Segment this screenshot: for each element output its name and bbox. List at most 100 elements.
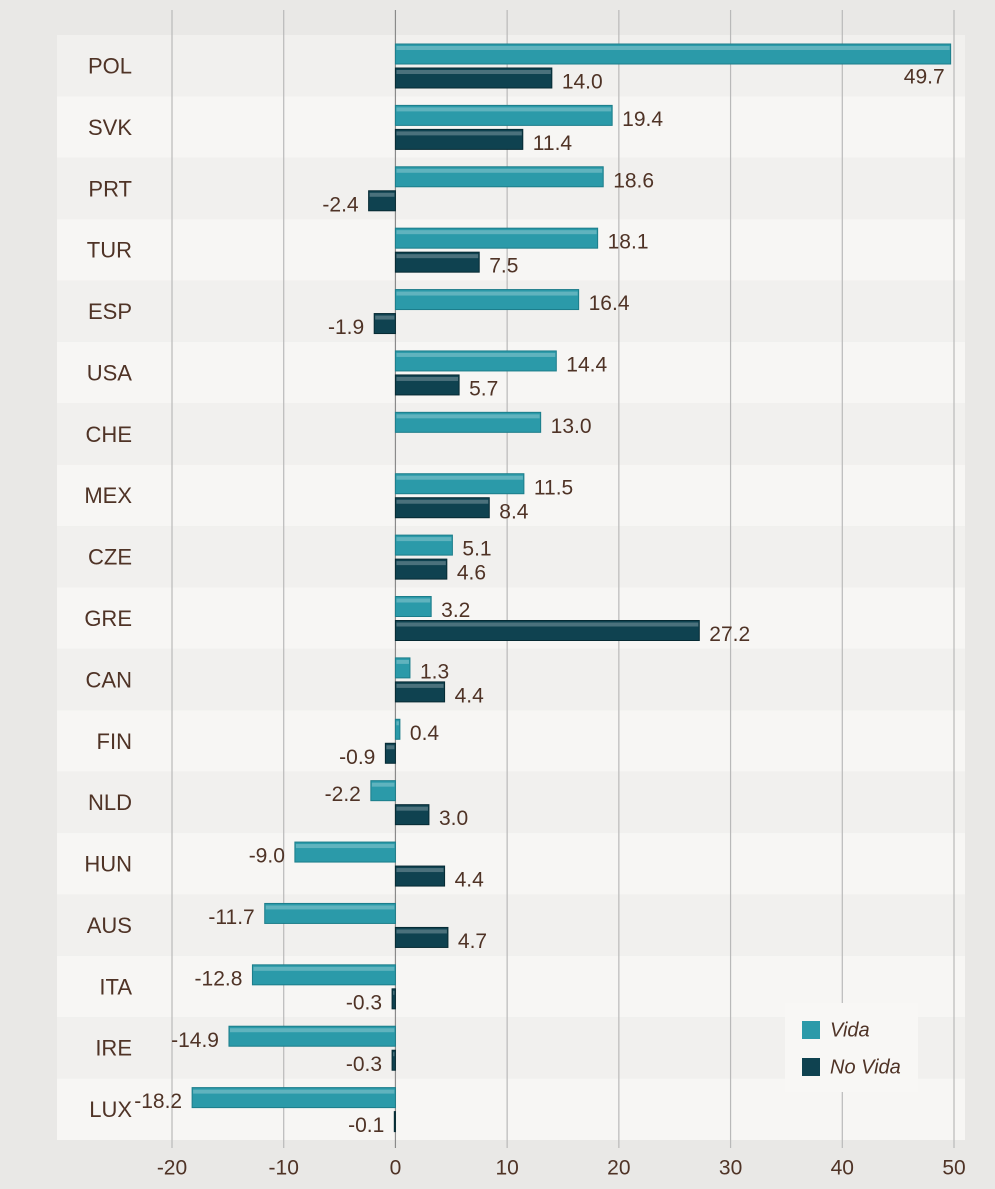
category-label: PRT [88, 176, 132, 201]
value-label: 14.0 [562, 71, 603, 94]
bar-shine [396, 499, 489, 504]
bar-body [394, 104, 613, 126]
value-label: 18.1 [608, 231, 649, 254]
value-label: 5.7 [469, 377, 498, 400]
bar-body [394, 718, 401, 740]
bar [394, 620, 700, 641]
category-label: POL [88, 54, 132, 79]
x-tick-label: -20 [157, 1157, 187, 1180]
bar [373, 313, 396, 335]
bar-shine [386, 745, 395, 750]
value-label: 13.0 [551, 415, 592, 438]
bar-body [394, 596, 432, 617]
value-label: 4.4 [455, 869, 485, 892]
row-band [57, 648, 965, 711]
value-label: 8.4 [499, 500, 529, 523]
value-label: 5.1 [462, 538, 491, 561]
value-label: 0.4 [410, 722, 440, 745]
value-label: 27.2 [709, 623, 750, 646]
x-tick-label: 10 [495, 1157, 518, 1180]
bar-body [191, 1087, 396, 1109]
value-label: -14.9 [171, 1029, 219, 1052]
value-label: 4.4 [455, 684, 485, 707]
bar-shine [396, 683, 444, 688]
x-tick-label: 30 [719, 1157, 742, 1180]
value-label: 49.7 [904, 66, 945, 89]
bar-shine [375, 315, 395, 320]
bar [191, 1087, 396, 1109]
bar-body [394, 534, 453, 556]
category-label: CZE [88, 545, 132, 570]
bar [394, 67, 553, 89]
bar-body [394, 251, 480, 273]
bar-body [373, 313, 396, 335]
bar-body [394, 166, 604, 188]
bar [394, 657, 411, 679]
value-label: -9.0 [249, 845, 285, 868]
bar [394, 374, 460, 396]
bar [294, 841, 396, 863]
bar-body [394, 926, 449, 948]
category-label: TUR [87, 238, 132, 263]
category-label: MEX [84, 483, 132, 508]
value-label: -0.3 [346, 1053, 382, 1076]
bar-shine [253, 966, 395, 971]
bar-body [394, 865, 446, 887]
bar-shine [396, 537, 452, 542]
bar-shine [396, 475, 523, 480]
bar-shine [396, 230, 597, 235]
bar-body [394, 473, 525, 495]
legend-label: No Vida [830, 1056, 901, 1078]
bar-shine [396, 291, 578, 296]
value-label: -0.9 [339, 746, 375, 769]
category-label: ITA [99, 974, 132, 999]
row-band [57, 894, 965, 956]
category-label: IRE [95, 1036, 132, 1061]
value-label: 7.5 [489, 255, 518, 278]
bar-shine [265, 905, 395, 910]
value-label: -1.9 [328, 316, 364, 339]
category-label: CHE [86, 422, 132, 447]
bar [394, 411, 542, 433]
bar-body [394, 620, 700, 641]
bar [394, 558, 448, 580]
bar-shine [396, 254, 479, 259]
bar-body [264, 902, 396, 924]
bar-body [394, 657, 411, 679]
bar [251, 964, 396, 986]
bar-body [391, 1049, 396, 1071]
x-tick-label: 40 [831, 1157, 854, 1180]
bar [394, 166, 604, 188]
category-label: USA [87, 360, 133, 385]
bar-body [384, 742, 396, 764]
bar-shine [396, 561, 446, 566]
bar-shine [229, 1028, 395, 1033]
bar-body [393, 1111, 396, 1133]
bar [394, 926, 449, 948]
x-tick-label: 50 [942, 1157, 965, 1180]
bar-body [251, 964, 396, 986]
bar [394, 227, 599, 249]
bar [394, 681, 446, 703]
bar-shine [396, 376, 459, 381]
category-label: FIN [97, 729, 132, 754]
value-label: 11.4 [533, 132, 573, 155]
bar-body [394, 374, 460, 396]
bar-shine [369, 192, 395, 197]
bar-shine [396, 721, 399, 726]
bar-body [294, 841, 396, 863]
bar-shine [193, 1089, 395, 1094]
bar [394, 497, 490, 519]
bar [394, 804, 430, 826]
bar-shine [396, 598, 431, 603]
bar [394, 251, 480, 273]
bar-shine [396, 659, 409, 664]
bar-body [370, 780, 396, 802]
bar-shine [396, 352, 556, 357]
value-label: -0.3 [346, 991, 382, 1014]
bar [228, 1025, 396, 1047]
bar-body [394, 681, 446, 703]
bar [391, 988, 396, 1010]
bar-shine [396, 168, 603, 173]
bar-shine [393, 990, 395, 995]
